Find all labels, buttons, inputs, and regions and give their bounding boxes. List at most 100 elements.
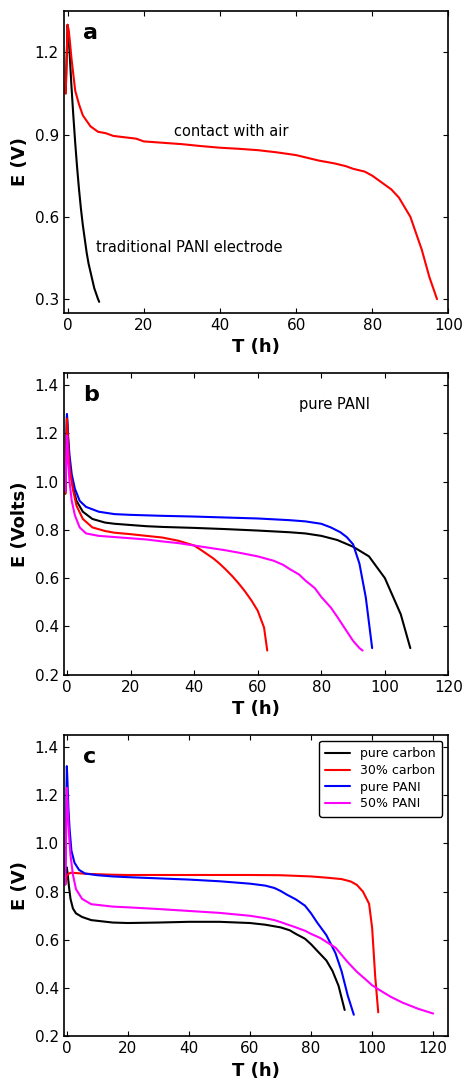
pure carbon: [278, 921, 283, 934]
Text: pure PANI: pure PANI: [299, 397, 370, 412]
30% carbon: [70, 866, 76, 879]
30% carbon: [323, 871, 329, 884]
50% PANI: [308, 927, 314, 940]
30% carbon: [366, 897, 372, 910]
30% carbon: [348, 875, 354, 888]
50% PANI: [354, 966, 360, 979]
Y-axis label: E (V): E (V): [11, 137, 29, 187]
50% PANI: [318, 932, 323, 945]
50% PANI: [302, 924, 308, 937]
pure carbon: [155, 916, 161, 930]
pure PANI: [65, 801, 71, 814]
30% carbon: [66, 867, 72, 880]
pure PANI: [64, 774, 70, 787]
pure carbon: [302, 932, 308, 945]
30% carbon: [73, 866, 79, 879]
pure carbon: [308, 938, 314, 951]
30% carbon: [155, 868, 161, 882]
50% PANI: [232, 908, 237, 921]
50% PANI: [73, 883, 79, 896]
30% carbon: [339, 873, 345, 886]
pure carbon: [329, 964, 335, 978]
pure carbon: [65, 868, 71, 882]
50% PANI: [284, 918, 290, 931]
50% PANI: [263, 912, 268, 925]
Text: c: c: [83, 747, 96, 767]
50% PANI: [63, 878, 68, 891]
30% carbon: [89, 867, 94, 880]
Text: contact with air: contact with air: [174, 124, 289, 139]
pure PANI: [278, 885, 283, 898]
50% PANI: [430, 1007, 436, 1020]
50% PANI: [415, 1003, 421, 1016]
pure PANI: [76, 863, 82, 876]
pure PANI: [125, 871, 131, 884]
50% PANI: [65, 807, 71, 820]
30% carbon: [125, 868, 131, 882]
pure PANI: [69, 844, 74, 858]
pure carbon: [125, 916, 131, 930]
pure PANI: [314, 916, 320, 930]
50% PANI: [345, 956, 351, 969]
pure carbon: [63, 878, 68, 891]
pure carbon: [287, 924, 292, 937]
50% PANI: [363, 973, 369, 986]
X-axis label: T (h): T (h): [232, 1062, 280, 1080]
50% PANI: [64, 781, 70, 794]
50% PANI: [125, 901, 131, 914]
30% carbon: [360, 885, 366, 898]
50% PANI: [64, 793, 70, 806]
Line: 30% carbon: 30% carbon: [65, 873, 378, 1012]
50% PANI: [68, 849, 73, 862]
Line: 50% PANI: 50% PANI: [65, 788, 433, 1014]
pure PANI: [82, 867, 88, 880]
50% PANI: [378, 984, 384, 997]
pure PANI: [67, 823, 73, 836]
Text: traditional PANI electrode: traditional PANI electrode: [96, 240, 283, 255]
pure carbon: [293, 927, 299, 940]
pure PANI: [351, 1008, 356, 1021]
30% carbon: [79, 867, 85, 880]
50% PANI: [247, 909, 253, 922]
pure carbon: [79, 911, 85, 924]
Line: pure carbon: pure carbon: [65, 867, 345, 1010]
X-axis label: T (h): T (h): [232, 700, 280, 718]
50% PANI: [333, 942, 338, 955]
30% carbon: [64, 868, 70, 882]
pure carbon: [64, 861, 70, 874]
30% carbon: [68, 866, 73, 879]
50% PANI: [70, 868, 76, 882]
pure carbon: [336, 980, 341, 993]
pure carbon: [68, 892, 73, 906]
pure carbon: [89, 913, 94, 926]
30% carbon: [247, 868, 253, 882]
pure carbon: [342, 1004, 347, 1017]
pure carbon: [263, 919, 268, 932]
pure PANI: [339, 964, 345, 978]
pure carbon: [217, 915, 222, 928]
30% carbon: [65, 868, 71, 882]
30% carbon: [110, 868, 116, 882]
30% carbon: [308, 870, 314, 883]
Text: b: b: [83, 385, 99, 405]
pure PANI: [333, 947, 338, 960]
50% PANI: [217, 907, 222, 920]
50% PANI: [79, 892, 85, 906]
Legend: pure carbon, 30% carbon, pure PANI, 50% PANI: pure carbon, 30% carbon, pure PANI, 50% …: [319, 741, 442, 817]
50% PANI: [388, 991, 393, 1004]
Text: a: a: [83, 23, 98, 44]
pure carbon: [66, 880, 72, 894]
50% PANI: [339, 948, 345, 961]
50% PANI: [155, 902, 161, 915]
50% PANI: [110, 900, 116, 913]
Y-axis label: E (V): E (V): [11, 861, 29, 910]
50% PANI: [369, 979, 375, 992]
X-axis label: T (h): T (h): [232, 338, 280, 357]
pure PANI: [217, 875, 222, 888]
50% PANI: [272, 913, 277, 926]
pure PANI: [186, 873, 192, 886]
50% PANI: [293, 921, 299, 934]
pure carbon: [186, 915, 192, 928]
pure PANI: [302, 899, 308, 912]
50% PANI: [278, 915, 283, 928]
